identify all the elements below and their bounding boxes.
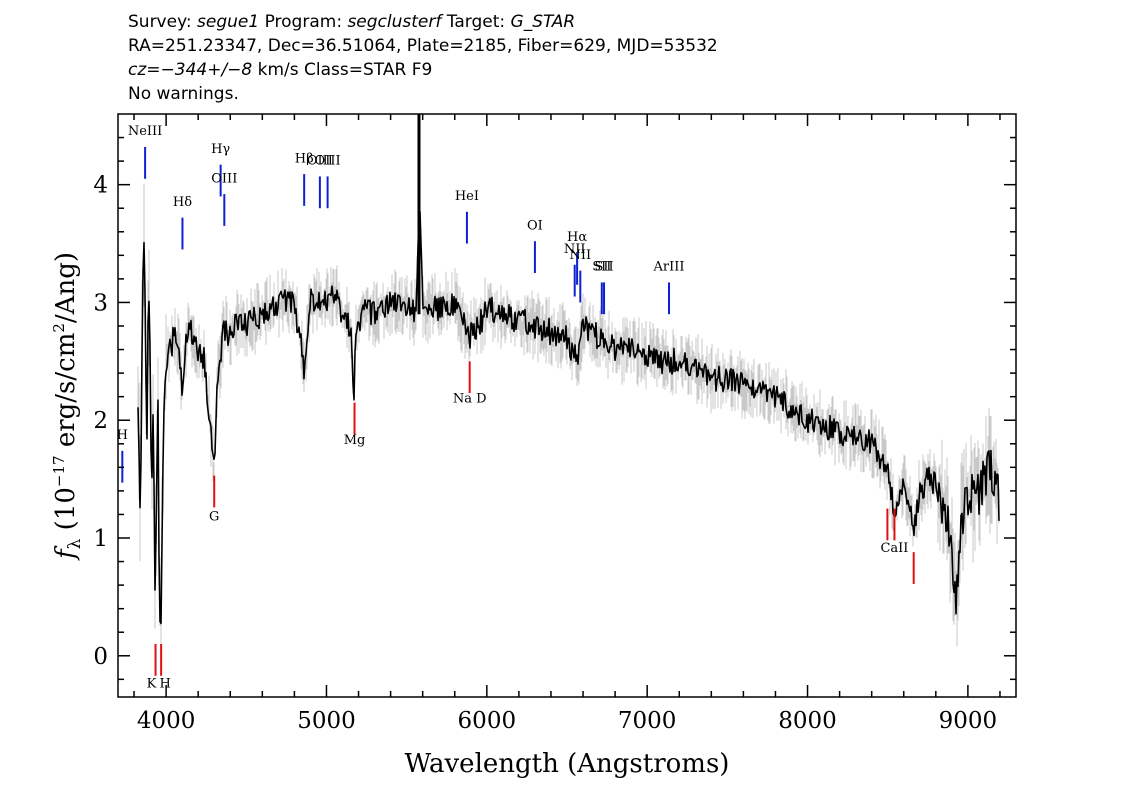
program-value: segclusterf xyxy=(347,12,442,32)
header-line-3: cz=−344+/−8 km/s Class=STAR F9 xyxy=(128,58,718,82)
y-axis-label-sub: λ xyxy=(65,538,85,549)
emission-line-label: Hγ xyxy=(211,142,230,157)
y-tick-label: 2 xyxy=(93,408,108,434)
y-axis-label-end: /Ang) xyxy=(51,252,81,323)
emission-line-label: NII xyxy=(564,242,586,257)
emission-line-label: Hβ xyxy=(295,151,314,166)
axis-ticks xyxy=(118,114,1016,697)
y-axis-label: fλ (10−17 erg/s/cm2/Ang) xyxy=(50,252,85,561)
emission-line-label: NeIII xyxy=(128,124,162,139)
redshift-label: cz= xyxy=(128,60,161,80)
absorption-line-label: G xyxy=(209,509,219,524)
emission-line-label: SII xyxy=(594,260,613,275)
y-tick-label: 3 xyxy=(93,290,108,316)
header-line-1: Survey: segue1 Program: segclusterf Targ… xyxy=(128,10,718,34)
axis-tick-labels: 4000 5000 6000 7000 8000 9000 0 1 2 3 4 xyxy=(93,173,997,734)
target-value: G_STAR xyxy=(510,12,576,32)
absorption-line-label: Na D xyxy=(453,392,487,407)
emission-line-label: Hδ xyxy=(173,195,192,210)
absorption-line-label: H xyxy=(159,677,170,692)
y-tick-label: 0 xyxy=(93,644,108,670)
flux-series xyxy=(137,114,1000,625)
emission-line-label: SII xyxy=(592,260,611,275)
header-line-2: RA=251.23347, Dec=36.51064, Plate=2185, … xyxy=(128,36,718,56)
redshift-value: −344+/−8 xyxy=(160,60,253,80)
program-label: Program: xyxy=(259,12,348,32)
spectral-line-markers: NeIIIHδHγOIIIHβOIIIOIIIHeIOINIIHαNIISIIS… xyxy=(117,124,915,692)
class-text: km/s Class=STAR F9 xyxy=(252,60,433,80)
emission-line-label: OI xyxy=(527,218,543,233)
emission-line-label: NII xyxy=(569,248,591,263)
flux-line xyxy=(137,210,1000,625)
x-tick-label: 8000 xyxy=(778,708,837,734)
emission-line-label: ArIII xyxy=(652,260,684,275)
x-tick-label: 6000 xyxy=(458,708,517,734)
header-line-4: No warnings. xyxy=(128,84,239,104)
absorption-line-label: Mg xyxy=(344,433,366,448)
y-axis-label-units: erg/s/cm xyxy=(51,333,81,456)
absorption-line-label: K xyxy=(147,677,157,692)
x-tick-label: 4000 xyxy=(137,708,196,734)
x-tick-label: 9000 xyxy=(939,708,998,734)
absorption-line-label: CaII xyxy=(880,541,908,556)
y-axis-label-part: (10 xyxy=(51,487,81,539)
y-axis-label-sq: 2 xyxy=(50,323,68,333)
x-axis-label: Wavelength (Angstroms) xyxy=(405,749,730,779)
emission-line-label: H xyxy=(117,428,128,443)
spectrum-header: Survey: segue1 Program: segclusterf Targ… xyxy=(128,10,718,106)
x-tick-label: 5000 xyxy=(297,708,356,734)
target-label: Target: xyxy=(441,12,511,32)
survey-label: Survey: xyxy=(128,12,198,32)
emission-line-label: HeI xyxy=(455,189,479,204)
emission-line-label: Hα xyxy=(567,230,587,245)
emission-line-label: OIII xyxy=(307,154,333,169)
x-tick-label: 7000 xyxy=(618,708,677,734)
plot-frame xyxy=(117,113,1017,698)
survey-value: segue1 xyxy=(197,12,260,32)
emission-line-label: OIII xyxy=(211,171,237,186)
y-tick-label: 4 xyxy=(93,173,108,199)
emission-line-label: OIII xyxy=(315,154,341,169)
y-tick-label: 1 xyxy=(93,526,108,552)
y-axis-label-exp: −17 xyxy=(50,455,68,487)
